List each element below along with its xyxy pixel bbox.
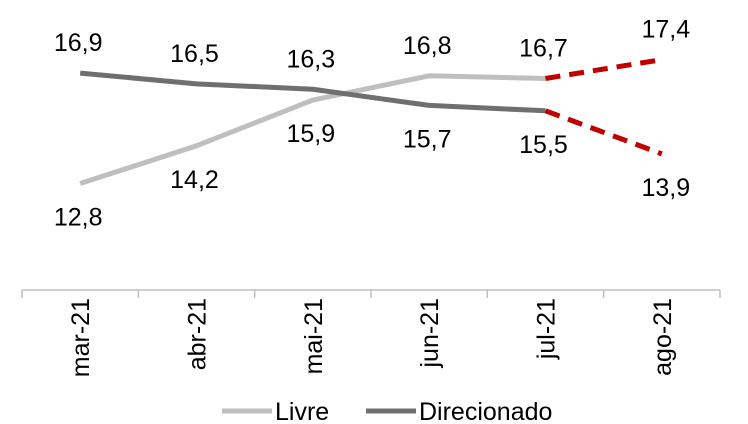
data-label-direcionado-jun-21: 15,7	[403, 125, 452, 153]
data-label-livre-mai-21: 15,9	[286, 120, 335, 148]
data-label-direcionado-jul-21: 15,5	[519, 131, 568, 159]
legend: Livre Direcionado	[222, 398, 552, 424]
x-tick-label-jul-21: jul-21	[533, 298, 561, 360]
x-ticks: mar-21 abr-21 mai-21 jun-21 jul-21 ago-21	[67, 298, 677, 377]
data-label-livre-ago-21: 17,4	[641, 16, 690, 44]
x-axis	[21, 289, 721, 298]
data-label-livre-mar-21: 12,8	[54, 204, 103, 232]
plot-lines	[79, 57, 663, 186]
x-tick-label-ago-21: ago-21	[649, 298, 677, 376]
x-tick-label-mai-21: mai-21	[300, 298, 328, 374]
x-tick-label-abr-21: abr-21	[184, 298, 212, 370]
data-label-livre-jul-21: 16,7	[519, 34, 568, 62]
legend-label-direcionado: Direcionado	[419, 398, 552, 424]
data-label-direcionado-ago-21: 13,9	[641, 174, 690, 202]
series-line-livre	[79, 73, 546, 186]
data-label-direcionado-abr-21: 16,5	[170, 40, 219, 68]
series-line-direcionado	[79, 70, 546, 114]
projection-line-livre	[545, 57, 663, 81]
data-label-livre-jun-21: 16,8	[403, 32, 452, 60]
data-label-direcionado-mai-21: 16,3	[286, 45, 335, 73]
x-tick-label-jun-21: jun-21	[416, 298, 444, 369]
projection-line-direcionado	[544, 108, 663, 157]
data-labels: 12,8 14,2 15,9 16,8 16,7 17,4 16,9 16,5 16,3 15,7…	[54, 16, 690, 232]
x-tick-label-mar-21: mar-21	[67, 298, 95, 377]
data-label-livre-abr-21: 14,2	[170, 166, 219, 194]
legend-label-livre: Livre	[275, 398, 329, 424]
data-label-direcionado-mar-21: 16,9	[54, 29, 103, 57]
